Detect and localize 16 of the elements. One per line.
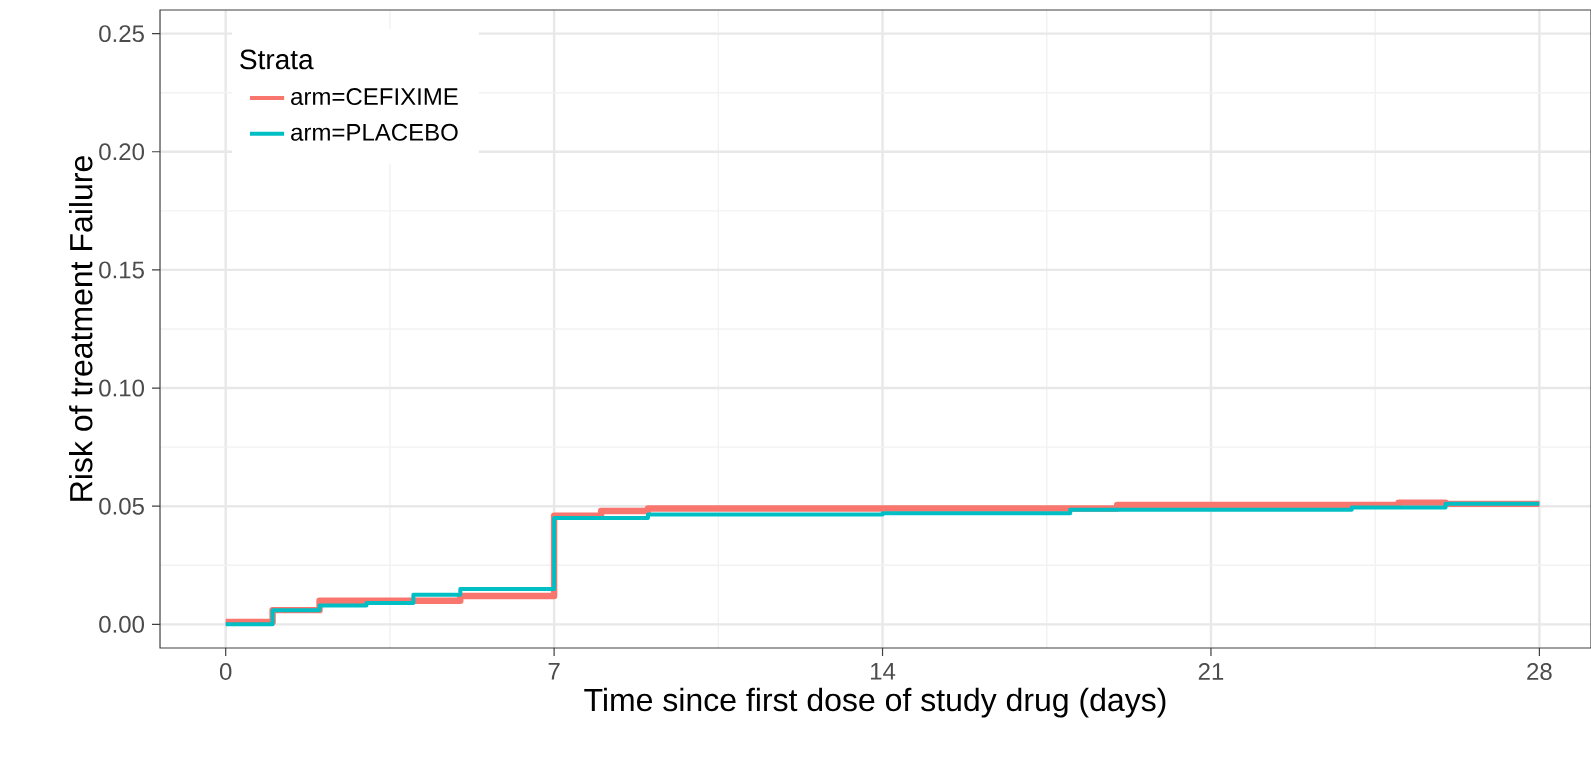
y-tick-label: 0.20	[99, 143, 145, 161]
legend-label: arm=PLACEBO	[291, 123, 458, 141]
legend-label: arm=CEFIXIME	[291, 88, 458, 106]
x-tick-label: 14	[871, 663, 896, 680]
y-tick-label: 0.05	[99, 497, 144, 515]
y-tick-label: 0.15	[99, 261, 144, 279]
y-tick-label: 0.25	[99, 25, 144, 43]
x-tick-label: 0	[219, 663, 232, 681]
x-tick-label: 28	[1527, 663, 1552, 681]
x-tick-label: 7	[548, 663, 560, 680]
y-tick-label: 0.00	[99, 615, 145, 633]
x-axis-title: Time since first dose of study drug (days)	[584, 687, 1166, 718]
y-axis-title: Risk of treatment Failure	[69, 156, 93, 501]
legend-title: Strata	[240, 49, 314, 70]
x-tick-label: 21	[1198, 663, 1224, 680]
y-tick-label: 0.10	[99, 379, 145, 397]
